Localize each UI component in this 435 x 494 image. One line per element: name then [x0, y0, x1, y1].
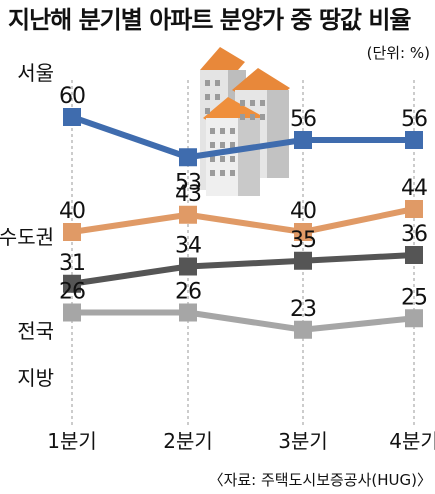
series-name-label: 지방	[17, 366, 54, 390]
source-note: 〈자료: 주택도시보증공사(HUG)〉	[209, 471, 432, 489]
data-label: 26	[175, 280, 201, 305]
data-point	[294, 223, 312, 241]
data-label: 56	[401, 107, 427, 132]
series-name-label: 전국	[17, 319, 54, 343]
series-수도권: 40 43 40 44 수도권	[0, 176, 428, 249]
apartment-buildings-illustration	[200, 47, 290, 196]
data-label: 60	[59, 84, 85, 109]
data-point	[63, 274, 81, 293]
data-label: 31	[59, 251, 85, 276]
series-line	[71, 252, 415, 287]
data-label: 40	[290, 199, 316, 224]
chart-title: 지난해 분기별 아파트 분양가 중 땅값 비율	[8, 6, 411, 34]
data-point	[405, 246, 423, 264]
data-point	[405, 309, 423, 328]
series-name-label: 서울	[17, 61, 54, 85]
data-point	[179, 303, 197, 322]
data-point	[179, 205, 197, 224]
data-label: 56	[290, 107, 316, 132]
data-point	[405, 200, 423, 218]
data-point	[63, 303, 81, 322]
data-label: 44	[401, 176, 427, 201]
unit-label: (단위: %)	[367, 44, 430, 62]
data-label: 23	[290, 297, 316, 322]
series-line	[71, 206, 415, 235]
series-name-label: 수도권	[0, 225, 54, 249]
data-label: 25	[401, 285, 427, 310]
data-label: 34	[175, 234, 201, 259]
data-label: 53	[175, 170, 201, 195]
data-point	[294, 320, 312, 339]
data-label: 40	[59, 199, 85, 224]
data-point	[63, 223, 81, 241]
series-line	[72, 309, 415, 333]
data-point	[294, 251, 312, 270]
data-label: 26	[59, 280, 85, 305]
data-point	[294, 131, 312, 149]
x-tick-label: 4분기	[389, 429, 435, 453]
series-지방: 26 26 23 25 지방	[17, 280, 428, 391]
x-axis-ticks: 1분기 2분기 3분기 4분기	[47, 429, 435, 453]
data-label: 35	[290, 228, 316, 253]
data-label: 36	[401, 222, 427, 247]
series-line	[71, 114, 414, 161]
data-label: 43	[175, 182, 201, 207]
x-tick-label: 1분기	[47, 429, 97, 453]
series-전국: 31 34 35 36 전국	[17, 222, 428, 343]
data-point	[405, 131, 423, 149]
x-tick-label: 2분기	[163, 429, 213, 453]
data-point	[179, 148, 197, 167]
data-point	[63, 108, 81, 126]
data-point	[179, 257, 197, 276]
x-tick-label: 3분기	[278, 429, 328, 453]
series-서울: 60 53 56 56 서울	[17, 61, 428, 195]
